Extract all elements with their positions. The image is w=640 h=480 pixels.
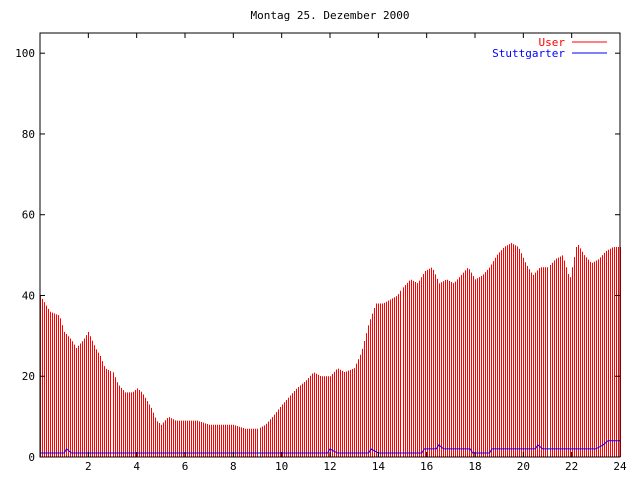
user-bars [40,242,621,457]
x-tick-label: 20 [517,460,530,473]
x-tick-label: 12 [323,460,336,473]
x-tick-label: 22 [565,460,578,473]
x-tick-label: 18 [468,460,481,473]
y-tick-label: 0 [28,451,35,464]
legend-item-stuttgarter: Stuttgarter [492,47,607,60]
y-tick-label: 80 [22,128,35,141]
chart-title: Montag 25. Dezember 2000 [251,9,410,22]
x-tick-label: 8 [230,460,237,473]
legend-label-stuttgarter: Stuttgarter [492,47,565,60]
y-tick-label: 60 [22,209,35,222]
legend-label-user: User [539,36,566,49]
stuttgarter-line [40,440,620,454]
x-tick-label: 6 [182,460,189,473]
y-tick-label: 20 [22,370,35,383]
x-tick-label: 24 [613,460,627,473]
x-tick-label: 16 [420,460,433,473]
y-axis: 0 20 40 60 80 100 [15,47,620,464]
x-tick-label: 2 [85,460,92,473]
y-tick-label: 40 [22,289,35,302]
y-tick-label: 100 [15,47,35,60]
x-tick-label: 14 [372,460,386,473]
x-tick-label: 10 [275,460,288,473]
legend-item-user: User [539,36,607,49]
legend: User Stuttgarter [492,36,607,60]
x-axis: 2 4 6 8 10 12 14 16 18 20 22 24 [85,33,627,473]
x-tick-label: 4 [133,460,140,473]
